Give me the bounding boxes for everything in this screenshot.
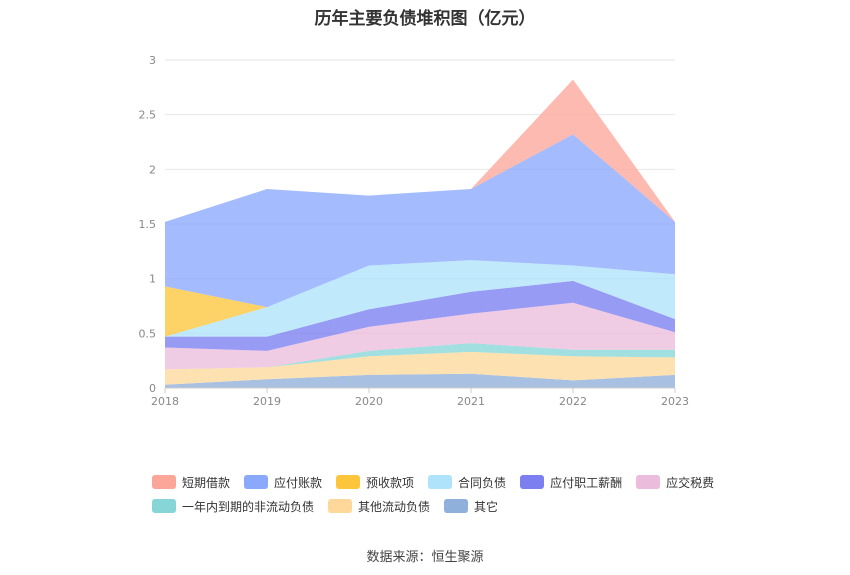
legend-swatch <box>444 499 469 513</box>
area-series-0 <box>165 373 675 388</box>
legend-row: 一年内到期的非流动负债 其他流动负债 其它 <box>152 494 752 518</box>
x-tick-label: 2020 <box>355 395 383 408</box>
y-tick-label: 0.5 <box>139 327 157 340</box>
area-series-1 <box>165 351 675 385</box>
area-series-2 <box>165 343 675 370</box>
chart-legend: 短期借款 应付账款 预收款项 合同负债 应付职工薪酬 应交税费一年内到期的非流动负债 其他流… <box>152 470 752 518</box>
chart-title: 历年主要负债堆积图（亿元） <box>314 9 536 29</box>
legend-swatch <box>636 475 661 489</box>
y-tick-label: 3 <box>149 54 156 67</box>
x-tick-label: 2023 <box>661 395 689 408</box>
legend-label: 应交税费 <box>666 475 715 490</box>
area-series-3 <box>165 302 675 370</box>
legend-swatch <box>520 475 545 489</box>
area-series-7 <box>165 134 675 308</box>
y-tick-label: 1 <box>149 273 156 286</box>
legend-label: 其它 <box>474 499 499 514</box>
x-tick-label: 2019 <box>253 395 281 408</box>
legend-item[interactable]: 其他流动负债 <box>328 498 430 515</box>
y-tick-label: 1.5 <box>139 218 157 231</box>
legend-label: 应付职工薪酬 <box>550 475 623 490</box>
x-tick-label: 2021 <box>457 395 485 408</box>
legend-item[interactable]: 合同负债 <box>428 474 506 491</box>
legend-item[interactable]: 应付职工薪酬 <box>520 474 622 491</box>
data-source: 数据来源：恒生聚源 <box>366 550 484 565</box>
x-tick-label: 2022 <box>559 395 587 408</box>
area-series-4 <box>165 280 675 351</box>
legend-item[interactable]: 其它 <box>444 498 498 515</box>
legend-swatch <box>152 499 176 513</box>
legend-item[interactable]: 应付账款 <box>244 474 322 491</box>
y-tick-label: 2.5 <box>139 109 157 122</box>
legend-swatch <box>152 475 176 489</box>
legend-swatch <box>244 475 269 489</box>
legend-label: 预收款项 <box>366 475 415 490</box>
stacked-area-chart: 0 0.5 1 1.5 2 2.5 3 2018 2019 2020 2021 2022 2023 <box>139 54 690 408</box>
legend-label: 短期借款 <box>182 475 231 490</box>
legend-item[interactable]: 应交税费 <box>636 474 714 491</box>
legend-item[interactable]: 预收款项 <box>336 474 414 491</box>
area-series-8 <box>165 79 675 222</box>
y-tick-label: 2 <box>149 163 156 176</box>
y-tick-label: 0 <box>149 382 156 395</box>
legend-label: 应付账款 <box>274 475 323 490</box>
legend-label: 合同负债 <box>458 475 507 490</box>
legend-item[interactable]: 短期借款 <box>152 474 230 491</box>
legend-swatch <box>428 475 453 489</box>
x-tick-label: 2018 <box>151 395 179 408</box>
legend-label: 其他流动负债 <box>358 499 431 514</box>
legend-label: 一年内到期的非流动负债 <box>182 499 315 514</box>
area-series-5 <box>165 260 675 337</box>
legend-row: 短期借款 应付账款 预收款项 合同负债 应付职工薪酬 应交税费 <box>152 470 752 494</box>
legend-swatch <box>328 499 353 513</box>
legend-swatch <box>336 475 361 489</box>
legend-item[interactable]: 一年内到期的非流动负债 <box>152 498 314 515</box>
